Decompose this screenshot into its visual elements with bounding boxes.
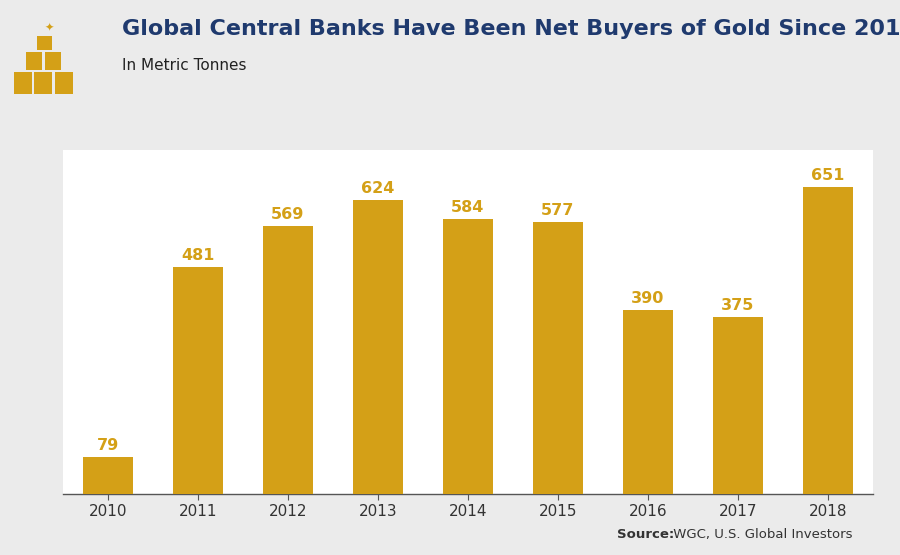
Text: In Metric Tonnes: In Metric Tonnes <box>122 58 246 73</box>
Bar <box>443 219 493 494</box>
Text: WGC, U.S. Global Investors: WGC, U.S. Global Investors <box>669 528 852 541</box>
Text: 624: 624 <box>361 181 395 196</box>
Bar <box>713 317 763 494</box>
Bar <box>803 187 853 494</box>
Text: 584: 584 <box>451 200 485 215</box>
Bar <box>83 457 133 494</box>
Text: 375: 375 <box>721 299 755 314</box>
Bar <box>263 226 313 494</box>
Text: 569: 569 <box>271 207 305 222</box>
Text: ✦: ✦ <box>44 23 54 33</box>
Text: 651: 651 <box>811 168 845 183</box>
Text: 481: 481 <box>181 249 215 264</box>
Bar <box>623 310 673 494</box>
Bar <box>353 200 403 494</box>
Text: 577: 577 <box>541 203 575 218</box>
Text: 79: 79 <box>97 438 119 453</box>
Bar <box>173 267 223 494</box>
Text: Source:: Source: <box>616 528 674 541</box>
Text: 390: 390 <box>631 291 665 306</box>
Text: Global Central Banks Have Been Net Buyers of Gold Since 2010: Global Central Banks Have Been Net Buyer… <box>122 19 900 39</box>
Bar <box>533 222 583 494</box>
